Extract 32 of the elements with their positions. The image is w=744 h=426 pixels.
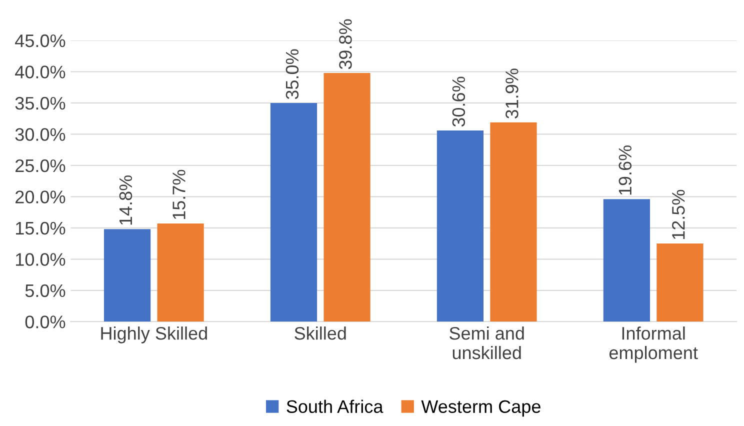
legend-label: Westerm Cape xyxy=(421,400,540,417)
bar xyxy=(490,122,537,322)
x-tick-label: Informal emploment xyxy=(609,326,698,363)
x-tick-label: Semi and unskilled xyxy=(450,326,524,360)
y-tick-label: 0.0% xyxy=(25,316,66,328)
x-tick-label: Highly Skilled xyxy=(101,326,207,344)
legend-label: South Africa xyxy=(286,400,384,413)
y-tick-label: 20.0% xyxy=(16,190,66,204)
bar xyxy=(104,229,151,322)
data-label: 19.6% xyxy=(618,145,632,195)
y-tick-label: 10.0% xyxy=(16,253,66,266)
data-label: 30.6% xyxy=(452,76,466,127)
data-label: 12.5% xyxy=(672,190,685,240)
y-tick-label: 45.0% xyxy=(15,34,66,48)
y-tick-label: 35.0% xyxy=(15,96,66,110)
y-tick-label: 15.0% xyxy=(16,222,66,235)
bar xyxy=(603,199,650,322)
x-tick-label: Skilled xyxy=(294,326,346,340)
bar xyxy=(324,72,370,322)
bar xyxy=(270,102,318,322)
data-label: 31.9% xyxy=(506,68,518,119)
y-tick-label: 30.0% xyxy=(15,128,66,141)
y-tick-label: 5.0% xyxy=(25,284,66,298)
bar xyxy=(436,130,484,322)
y-tick-label: 25.0% xyxy=(16,159,66,172)
bar xyxy=(656,244,704,322)
data-label: 39.8% xyxy=(339,19,352,70)
data-label: 15.7% xyxy=(172,170,186,220)
y-tick-label: 40.0% xyxy=(15,66,66,78)
data-label: 35.0% xyxy=(286,49,299,100)
bar xyxy=(157,224,204,322)
data-label: 14.8% xyxy=(119,175,132,225)
